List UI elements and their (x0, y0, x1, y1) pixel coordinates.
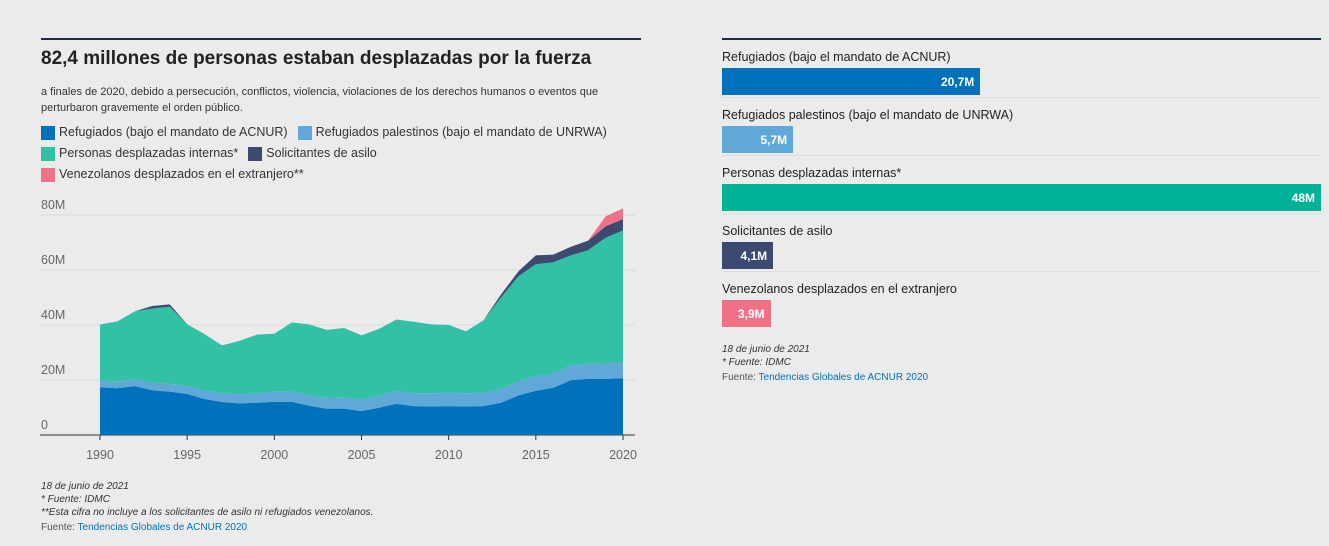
legend-swatch (41, 125, 55, 140)
title-rule (41, 38, 641, 40)
legend-swatch (41, 146, 55, 161)
chart-subtitle: a finales de 2020, debido a persecución,… (41, 86, 599, 114)
y-tick-label: 80M (41, 198, 65, 212)
bar-value-label: 20,7M (940, 74, 975, 89)
legend-swatch (248, 146, 263, 161)
legend-item-venezolanos: Venezolanos desplazados en el extranjero… (41, 164, 304, 185)
axis-layer: 0 20M 40M 60M 80M 1990 1995 2000 2005 2010 2015 202… (41, 198, 637, 462)
x-tick-label: 2000 (260, 448, 288, 462)
legend-label: Solicitantes de asilo (266, 146, 377, 160)
bar: 4,1M (722, 242, 774, 269)
bar-row: Refugiados (bajo el mandato de ACNUR) 20,… (722, 40, 1321, 98)
x-tick-label: 2015 (522, 448, 550, 462)
bar: 20,7M (722, 68, 981, 95)
bar-row: Personas desplazadas internas* 48M (722, 156, 1321, 214)
area-series-personas-desplazadas-internas (100, 230, 623, 400)
source-link[interactable]: Tendencias Globales de ACNUR 2020 (758, 372, 929, 383)
footnote-idmc: * Fuente: IDMC (722, 357, 791, 368)
legend-item-solicitantes-asilo: Solicitantes de asilo (248, 143, 377, 164)
legend-swatch (297, 125, 312, 140)
legend-label: Refugiados (bajo el mandato de ACNUR) (59, 125, 288, 139)
stacked-area-chart: 0 20M 40M 60M 80M 1990 1995 2000 2005 2010 2015 202… (40, 198, 637, 462)
bar-category-label: Refugiados palestinos (bajo el mandato d… (722, 108, 1014, 122)
bar-category-label: Personas desplazadas internas* (722, 166, 902, 180)
footnote-idmc: * Fuente: IDMC (41, 494, 110, 505)
legend-item-desplazadas-internas: Personas desplazadas internas* (41, 143, 238, 164)
y-tick-label: 20M (41, 363, 65, 377)
x-tick-label: 2010 (435, 448, 463, 462)
x-tick-label: 2020 (609, 448, 637, 462)
y-tick-label: 40M (41, 308, 65, 322)
x-tick-label: 1990 (86, 448, 114, 462)
footnote-venezolanos: **Esta cifra no incluye a los solicitant… (41, 507, 374, 518)
source-prefix: Fuente: (41, 522, 78, 533)
chart-title: 82,4 millones de personas estaban despla… (41, 48, 592, 69)
bar-value-label: 5,7M (760, 132, 788, 147)
area-layer (100, 208, 623, 435)
bar-value-label: 48M (1291, 190, 1315, 205)
legend-label: Personas desplazadas internas* (59, 146, 239, 160)
chart-legend: Refugiados (bajo el mandato de ACNUR) Re… (41, 122, 641, 185)
area-series-refugiados-bajo-el-mandato-de-acnur (100, 378, 623, 435)
legend-item-refugiados-acnur: Refugiados (bajo el mandato de ACNUR) (41, 122, 288, 143)
legend-label: Refugiados palestinos (bajo el mandato d… (315, 125, 607, 139)
source-line: Fuente: Tendencias Globales de ACNUR 202… (722, 371, 1321, 384)
left-footnotes: 18 de junio de 2021 * Fuente: IDMC **Est… (41, 480, 373, 534)
source-prefix: Fuente: (722, 372, 759, 383)
bar-value-label: 4,1M (740, 248, 768, 263)
bar: 48M (722, 184, 1321, 211)
area-chart-panel: 82,4 millones de personas estaban despla… (41, 38, 641, 185)
footnote-date: 18 de junio de 2021 (722, 344, 810, 355)
source-link[interactable]: Tendencias Globales de ACNUR 2020 (77, 522, 248, 533)
y-tick-label: 0 (41, 418, 48, 432)
bar-chart-panel: Refugiados (bajo el mandato de ACNUR) 20,… (722, 38, 1321, 384)
bar-panel-rule (722, 38, 1321, 40)
bar-row: Venezolanos desplazados en el extranjero… (722, 272, 1321, 329)
footnote-date: 18 de junio de 2021 (41, 481, 129, 492)
bar: 5,7M (722, 126, 794, 153)
area-series-refugiados-palestinos-bajo-el-mandato-de-unrwa (100, 362, 623, 412)
bar: 3,9M (722, 300, 771, 327)
bar-category-label: Solicitantes de asilo (722, 224, 833, 238)
bar-row: Solicitantes de asilo 4,1M (722, 214, 1321, 272)
legend-label: Venezolanos desplazados en el extranjero… (59, 167, 304, 181)
y-tick-label: 60M (41, 253, 65, 267)
legend-item-refugiados-unrwa: Refugiados palestinos (bajo el mandato d… (297, 122, 607, 143)
bar-value-label: 3,9M (737, 306, 765, 321)
right-footnotes: 18 de junio de 2021 * Fuente: IDMC Fuent… (722, 343, 1321, 384)
bar-category-label: Refugiados (bajo el mandato de ACNUR) (722, 50, 951, 64)
x-tick-label: 1995 (173, 448, 201, 462)
legend-swatch (41, 167, 55, 182)
bar-list: Refugiados (bajo el mandato de ACNUR) 20,… (722, 40, 1321, 329)
source-line: Fuente: Tendencias Globales de ACNUR 202… (41, 521, 373, 534)
x-tick-label: 2005 (348, 448, 376, 462)
bar-category-label: Venezolanos desplazados en el extranjero (722, 282, 957, 296)
bar-row: Refugiados palestinos (bajo el mandato d… (722, 98, 1321, 156)
